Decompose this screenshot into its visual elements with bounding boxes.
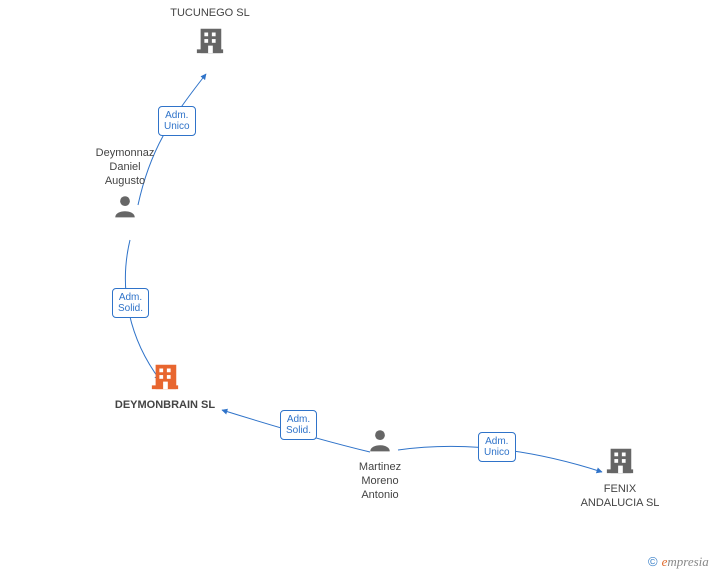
node-deymonnaz[interactable]: Deymonnaz Daniel Augusto [96,145,155,223]
watermark-empresia: ©empresia [648,554,709,570]
company-icon [195,25,225,60]
company-icon [150,361,180,396]
company-icon [605,445,635,480]
node-label: Martinez Moreno Antonio [359,461,401,502]
watermark-rest: mpresia [667,554,708,569]
person-icon [112,193,138,224]
node-tucunego[interactable]: TUCUNEGO SL [170,5,249,60]
node-deymonbrain[interactable]: DEYMONBRAIN SL [115,361,215,414]
copyright-symbol: © [648,554,658,569]
edge-label-adm-solid: Adm. Solid. [112,288,149,318]
node-label: TUCUNEGO SL [170,7,249,21]
node-fenix[interactable]: FENIX ANDALUCIA SL [581,445,660,511]
node-martinez[interactable]: Martinez Moreno Antonio [359,427,401,503]
edge-label-adm-unico: Adm. Unico [478,432,516,462]
edge-label-adm-unico: Adm. Unico [158,106,196,136]
edge-label-adm-solid: Adm. Solid. [280,410,317,440]
node-label: Deymonnaz Daniel Augusto [96,147,155,188]
node-label: FENIX ANDALUCIA SL [581,483,660,511]
node-label: DEYMONBRAIN SL [115,399,215,413]
person-icon [367,427,393,458]
